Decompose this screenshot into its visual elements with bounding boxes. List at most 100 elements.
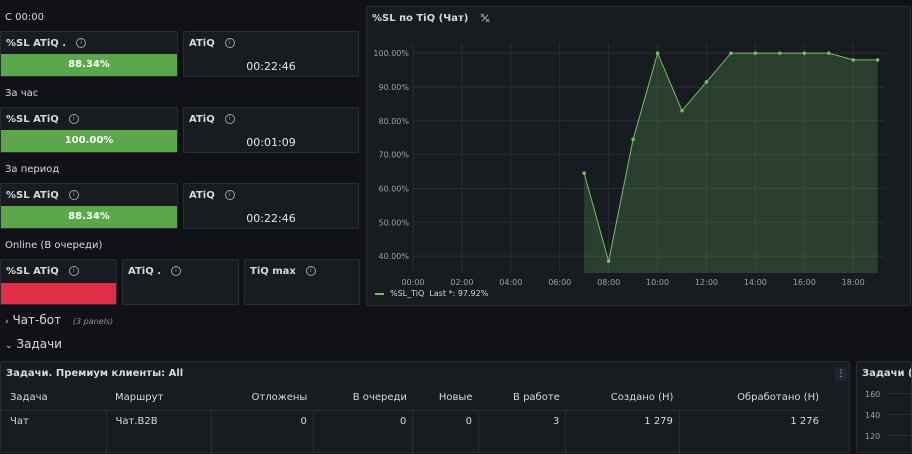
col-header[interactable]: Обработано (Н): [737, 392, 819, 404]
x-tick-label: 00:00: [401, 278, 424, 287]
stat-panel-sl-online[interactable]: %SL ATiQ i: [0, 259, 117, 305]
panel-title: ATiQ: [189, 114, 215, 125]
data-point: [753, 51, 758, 55]
sl-value-bar: 88.34%: [1, 206, 177, 228]
info-icon[interactable]: i: [68, 266, 79, 276]
data-point: [680, 108, 684, 113]
stat-panel-atiq-today[interactable]: ATiQ i 00:22:46: [183, 31, 359, 77]
y-tick-label: 90.00%: [378, 83, 409, 92]
sl-value-bar: [1, 283, 116, 304]
stat-panel-sl-period[interactable]: %SL ATiQ i 88.34%: [0, 183, 178, 229]
info-icon[interactable]: i: [305, 266, 316, 276]
info-icon[interactable]: i: [224, 190, 235, 200]
data-point: [582, 171, 586, 176]
data-point: [704, 80, 709, 84]
data-point: [851, 58, 856, 62]
table-cell: 1 279: [565, 410, 680, 432]
atiq-value: 00:22:46: [246, 212, 296, 225]
info-icon[interactable]: i: [76, 38, 87, 48]
sl-line-chart[interactable]: 40.00% 50.00% 60.00% 70.00% 80.00% 90.00% 100.…: [367, 7, 912, 307]
info-icon[interactable]: i: [68, 190, 79, 200]
y-tick-label: 70.00%: [378, 151, 409, 160]
sl-value-bar: 100.00%: [1, 130, 177, 152]
col-header[interactable]: Маршрут: [115, 392, 164, 404]
table-row[interactable]: Чат Чат.B2B 0 0 0 3 1 279 1 276: [1, 410, 825, 432]
row-tasks[interactable]: ⌄ Задачи: [5, 337, 62, 351]
panel-title: ATiQ: [189, 190, 215, 201]
chart-legend[interactable]: %SL_TiQ Last *: 97.92%: [375, 289, 488, 298]
stat-panel-sl-hour[interactable]: %SL ATiQ i 100.00%: [0, 107, 178, 153]
table-cell: 1 276: [678, 410, 825, 432]
table-title: Задачи. Премиум клиенты: All: [6, 368, 184, 379]
table-cell: 0: [210, 410, 314, 432]
data-point: [778, 51, 782, 55]
panel-title: %SL ATiQ .: [6, 38, 67, 49]
col-header[interactable]: Создано (Н): [610, 392, 674, 404]
legend-swatch: [375, 292, 384, 295]
unlink-icon[interactable]: [480, 13, 490, 23]
col-header[interactable]: В очереди: [352, 392, 407, 404]
x-tick-label: 08:00: [597, 278, 620, 287]
y-tick-label: 60.00%: [378, 184, 409, 193]
table-cell: 0: [312, 410, 413, 432]
panel-title: %SL ATiQ: [6, 114, 59, 125]
y-tick: 160: [865, 390, 881, 399]
x-tick-label: 18:00: [842, 278, 865, 287]
data-point: [631, 137, 635, 142]
col-header[interactable]: Задача: [10, 392, 48, 404]
x-tick-label: 06:00: [548, 278, 571, 287]
stat-panel-tiq-max[interactable]: TiQ max i: [244, 259, 360, 305]
panel-menu-icon[interactable]: ⋮: [835, 367, 847, 381]
info-icon[interactable]: i: [171, 266, 181, 276]
chart-panel-sl-tiq[interactable]: %SL по TiQ (Чат) 40.00% 50.00% 60.00% 70.00…: [366, 6, 911, 306]
x-tick-label: 04:00: [499, 278, 522, 287]
x-tick-label: 10:00: [646, 278, 669, 287]
tasks-table: Задача Маршрут Отложены В очереди Новые …: [1, 386, 825, 454]
table-cell: 3: [477, 410, 566, 432]
section-title-period: За период: [5, 164, 60, 175]
row-chatbot[interactable]: › Чат-бот (3 panels): [5, 313, 113, 327]
row-title: Чат-бот: [12, 313, 62, 327]
info-icon[interactable]: i: [68, 114, 79, 124]
y-tick-label: 40.00%: [378, 252, 409, 261]
stat-panel-atiq-hour[interactable]: ATiQ i 00:01:09: [183, 107, 359, 153]
grid-line: [887, 393, 911, 394]
panel-title: %SL ATiQ: [6, 190, 59, 201]
grid-line: [887, 414, 911, 415]
info-icon[interactable]: i: [224, 114, 235, 124]
panel-title: TiQ max: [250, 266, 296, 277]
panel-title: ATiQ .: [128, 266, 161, 277]
y-tick-label: 100.00%: [373, 49, 409, 58]
stat-panel-atiq-period[interactable]: ATiQ i 00:22:46: [183, 183, 359, 229]
section-title-hour: За час: [5, 88, 39, 99]
atiq-value: 00:22:46: [246, 60, 296, 73]
table-cell: Чат.B2B: [105, 410, 211, 432]
stat-panel-atiq-online[interactable]: ATiQ . i: [122, 259, 239, 305]
section-title-today: С 00:00: [5, 12, 44, 23]
table-row-empty: [1, 432, 825, 454]
tasks-table-panel[interactable]: Задачи. Премиум клиенты: All ⋮ Задача Ма…: [0, 361, 850, 454]
stat-panel-sl-today[interactable]: %SL ATiQ . i 88.34%: [0, 31, 178, 77]
x-tick-label: 12:00: [695, 278, 718, 287]
section-title-online: Online (В очереди): [5, 240, 103, 251]
data-point: [729, 51, 733, 55]
tasks-chart-panel-partial[interactable]: Задачи (Ча 160 140 120: [856, 361, 912, 453]
col-header[interactable]: В работе: [513, 392, 560, 404]
panel-title: Задачи (Ча: [862, 368, 911, 379]
data-point: [802, 51, 807, 55]
row-panels-count: (3 panels): [72, 317, 114, 326]
y-tick-label: 80.00%: [378, 117, 409, 126]
data-point: [875, 58, 880, 62]
col-header[interactable]: Новые: [438, 392, 473, 404]
col-header[interactable]: Отложены: [251, 392, 308, 404]
y-tick: 120: [865, 432, 881, 441]
info-icon[interactable]: i: [224, 38, 235, 48]
chart-title: %SL по TiQ (Чат): [372, 13, 469, 24]
data-point: [826, 51, 831, 55]
atiq-value: 00:01:09: [246, 136, 296, 149]
panel-title: %SL ATiQ: [6, 266, 59, 277]
series-area: [584, 53, 878, 273]
x-tick-label: 14:00: [744, 278, 767, 287]
x-tick-label: 02:00: [450, 278, 473, 287]
table-cell: 0: [412, 410, 479, 432]
